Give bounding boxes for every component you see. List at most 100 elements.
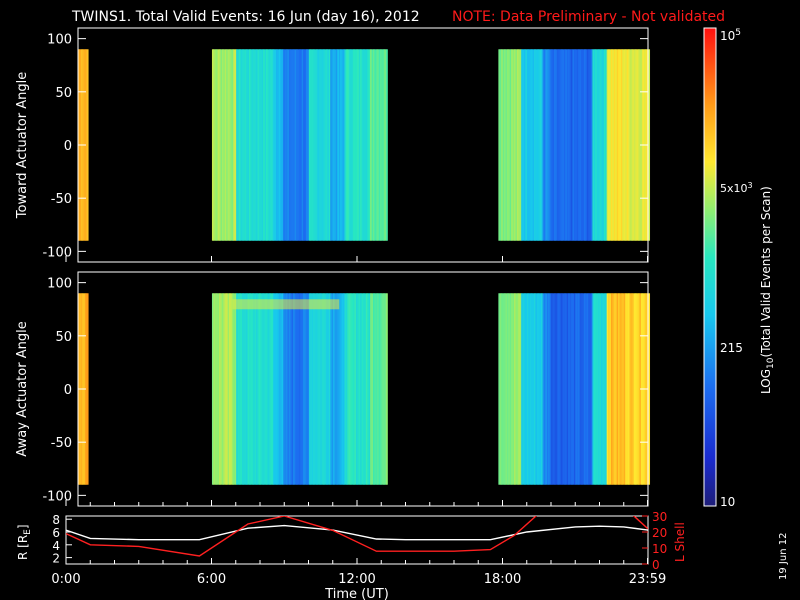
heatmap-cell — [526, 49, 529, 241]
heatmap-cell — [227, 293, 230, 485]
y-tick-label: 100 — [47, 33, 72, 48]
heatmap-cell — [603, 49, 606, 241]
heatmap-cell — [321, 293, 324, 485]
heatmap-cell — [569, 49, 572, 241]
heatmap-cell — [608, 49, 611, 241]
heatmap-cell — [532, 293, 535, 485]
heatmap-cell — [524, 293, 527, 485]
heatmap-cell — [303, 49, 306, 241]
heatmap-cell — [375, 49, 378, 241]
plot-title: TWINS1. Total Valid Events: 16 Jun (day … — [71, 9, 420, 25]
heatmap-cell — [546, 49, 549, 241]
heatmap-cell — [361, 293, 364, 485]
heatmap-cell — [531, 293, 534, 485]
y-tick-label: -50 — [51, 192, 72, 207]
heatmap-cell — [258, 293, 261, 485]
heatmap-cell — [516, 49, 519, 241]
heatmap-cell — [568, 293, 571, 485]
heatmap-cell — [575, 49, 578, 241]
heatmap-cell — [271, 293, 274, 485]
colorbar-tick-5e3: 5x103 — [720, 181, 753, 195]
heatmap-cell — [619, 49, 622, 241]
heatmap-cell — [261, 49, 264, 241]
heatmap-cell — [515, 293, 518, 485]
heatmap-cell — [555, 293, 558, 485]
heatmap-cell — [548, 293, 551, 485]
heatmap-cell — [313, 293, 316, 485]
heatmap-cell — [502, 293, 505, 485]
heatmap-cell — [618, 49, 621, 241]
heatmap-cell — [583, 293, 586, 485]
colorbar-tick-bottom: 10 — [720, 495, 735, 509]
heatmap-cell — [620, 293, 623, 485]
heatmap-cell — [306, 49, 309, 241]
heatmap-cell — [576, 293, 579, 485]
y-tick-label: 0 — [64, 383, 72, 398]
heatmap-cell — [297, 293, 300, 485]
heatmap-cell — [230, 49, 233, 241]
heatmap-cell — [602, 293, 605, 485]
heatmap-cell — [268, 293, 271, 485]
heatmap-cell — [381, 293, 384, 485]
heatmap-cell — [283, 293, 286, 485]
heatmap-cell — [595, 49, 598, 241]
heatmap-cell — [600, 293, 603, 485]
y-tick-label: 0 — [64, 139, 72, 154]
heatmap-cell — [263, 49, 266, 241]
heatmap-cell — [234, 293, 237, 485]
heatmap-cell — [353, 293, 356, 485]
heatmap-cell — [592, 293, 595, 485]
heatmap-cell — [264, 293, 267, 485]
heatmap-cell — [638, 293, 641, 485]
heatmap-cell — [534, 293, 537, 485]
heatmap-cell — [562, 293, 565, 485]
heatmap-cell — [539, 293, 542, 485]
heatmap-cell — [276, 49, 279, 241]
heatmap-cell — [351, 49, 354, 241]
heatmap-cell — [367, 49, 370, 241]
heatmap-cell — [528, 293, 531, 485]
heatmap-cell — [501, 49, 504, 241]
r-tick-label: 2 — [52, 552, 60, 566]
heatmap-cell — [648, 49, 651, 241]
heatmap-cell — [86, 293, 89, 485]
l-tick-label: 30 — [652, 510, 667, 524]
heatmap-cell — [610, 293, 613, 485]
heatmap-cell — [563, 49, 566, 241]
heatmap-cell — [241, 293, 244, 485]
heatmap-cell — [324, 49, 327, 241]
heatmap-cell — [609, 49, 612, 241]
heatmap-cell — [508, 49, 511, 241]
heatmap-cell — [294, 293, 297, 485]
heatmap-cell — [311, 293, 314, 485]
heatmap-cell — [341, 49, 344, 241]
colorbar-tick-top: 105 — [720, 28, 741, 43]
l-tick-label: 0 — [652, 558, 660, 572]
heatmap-cell — [314, 49, 317, 241]
l-shell-axis-label: L Shell — [673, 522, 687, 562]
heatmap-cell — [623, 49, 626, 241]
heatmap-cell — [274, 293, 277, 485]
heatmap-cell — [619, 293, 622, 485]
heatmap-cell — [320, 293, 323, 485]
heatmap-cell — [499, 293, 502, 485]
heatmap-cell — [635, 49, 638, 241]
heatmap-cell — [250, 49, 253, 241]
heatmap-cell — [288, 293, 291, 485]
panel-away: 100 50 0 -50 -100 Away Actuator Angle — [15, 271, 651, 507]
heatmap-cell — [333, 49, 336, 241]
heatmap-cell — [575, 293, 578, 485]
heatmap-cell — [602, 49, 605, 241]
heatmap-cell — [247, 293, 250, 485]
heatmap-cell — [591, 49, 594, 241]
heatmap-cell — [512, 293, 515, 485]
heatmap-cell — [632, 49, 635, 241]
heatmap-cell — [626, 293, 629, 485]
heatmap-cell — [304, 293, 307, 485]
heatmap-cell — [249, 49, 252, 241]
r-tick-label: 6 — [52, 526, 60, 540]
heatmap-cell — [220, 49, 223, 241]
heatmap-cell — [576, 49, 579, 241]
heatmap-cell — [213, 293, 216, 485]
l-tick-label: 20 — [652, 526, 667, 540]
